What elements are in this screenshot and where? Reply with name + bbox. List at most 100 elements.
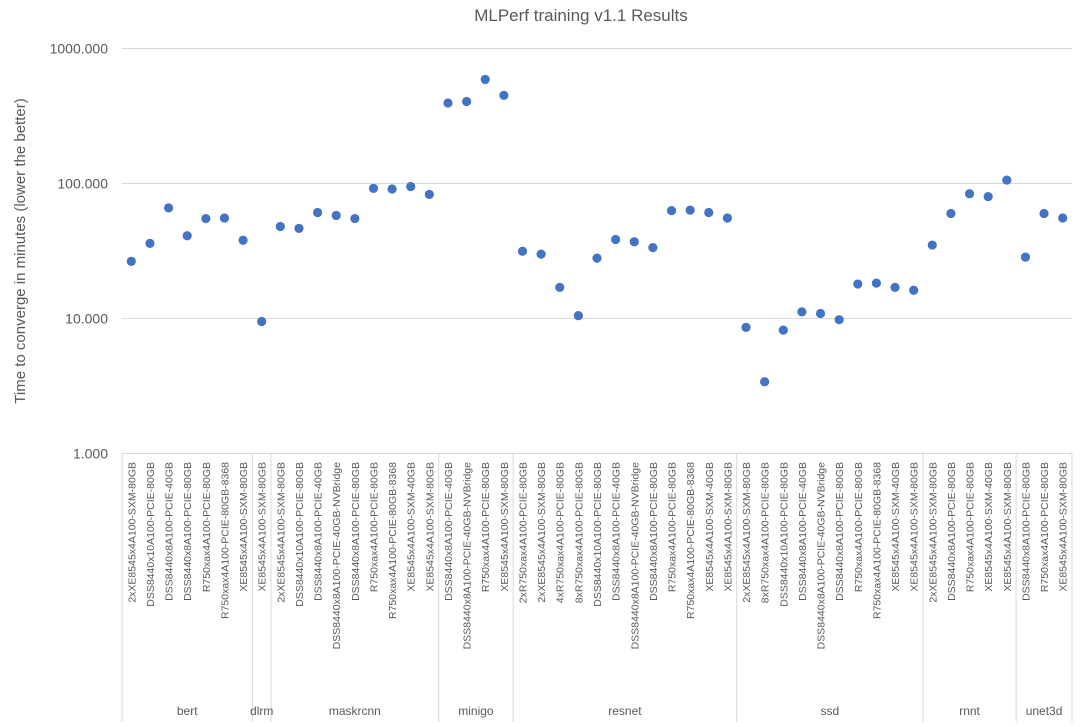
- x-tick-label: DSS8440x8A100-PCIE-40GB: [797, 462, 809, 601]
- x-tick-label: R750xax4A100-PCIE-80GB: [667, 462, 679, 592]
- x-tick-label: 2xXE8545x4A100-SXM-80GB: [741, 462, 753, 603]
- data-point: [368, 183, 379, 193]
- x-tick-label: R750xax4A100-PCIE-80GB: [480, 462, 492, 592]
- data-point: [424, 189, 434, 200]
- x-tick-label: DSS8440x10A100-PCIE-80GB: [145, 462, 157, 607]
- data-point: [443, 98, 453, 108]
- x-tick-label: DSS8440x10A100-PCIE-80GB: [592, 462, 604, 607]
- x-tick-label: R750xax4A100-PCIE-80GB-8368: [387, 462, 399, 619]
- data-point: [573, 311, 583, 321]
- data-point: [629, 237, 639, 247]
- data-point: [611, 234, 621, 245]
- x-tick-label: R750xax4A100-PCIE-80GB-8368: [685, 462, 697, 619]
- data-point: [1039, 208, 1049, 219]
- data-point: [778, 325, 788, 335]
- group-label-dlrm: dlrm: [250, 704, 273, 718]
- x-tick-label: DSS8440x8A100-PCIE-40GB: [164, 462, 176, 601]
- data-point: [312, 207, 323, 218]
- x-tick-label: 8xR750xax4A100-PCIE-80GB: [760, 462, 772, 603]
- x-tick-label: DSS8440x8A100-PCIE-40GB: [611, 462, 623, 601]
- x-tick-label: R750xax4A100-PCIE-80GB: [1039, 462, 1051, 592]
- x-tick-label: XE8545x4A100-SXM-40GB: [704, 462, 716, 592]
- x-tick-label: DSS8440x8A100-PCIE-80GB: [946, 462, 958, 601]
- y-tick-label: 100.000: [57, 176, 108, 192]
- x-tick-label: DSS8440x8A100-PCIE-40GB-NVBridge: [629, 462, 641, 650]
- data-point: [499, 90, 509, 100]
- x-tick-label: XE8545x4A100-SXM-80GB: [424, 462, 436, 592]
- x-tick-label: R750xax4A100-PCIE-80GB: [853, 462, 865, 592]
- group-label-minigo: minigo: [458, 704, 494, 718]
- x-tick-label: XE8545x4A100-SXM-80GB: [1058, 462, 1070, 592]
- data-point: [350, 213, 360, 224]
- y-axis-ticks: 1.000 10.000 100.000 1000.000: [50, 41, 109, 462]
- x-tick-label: DSS8440x8A100-PCIE-80GB: [834, 462, 846, 601]
- x-tick-label: XE8545x4A100-SXM-80GB: [499, 462, 511, 592]
- data-point: [406, 181, 416, 192]
- x-tick-label: DSS8440x10A100-PCIE-80GB: [294, 462, 306, 607]
- data-point: [685, 205, 695, 215]
- chart-title: MLPerf training v1.1 Results: [474, 6, 688, 25]
- x-tick-label: DSS8440x8A100-PCIE-40GB: [443, 462, 455, 601]
- data-point: [555, 282, 565, 292]
- data-point: [666, 205, 677, 216]
- x-tick-label: DSS8440x8A100-PCIE-80GB: [350, 462, 362, 601]
- x-tick-label: XE8545x4A100-SXM-40GB: [406, 462, 418, 592]
- x-tick-label: DSS8440x8A100-PCIE-80GB: [648, 462, 660, 601]
- x-tick-label: DSS8440x8A100-PCIE-40GB-NVBridge: [816, 462, 828, 650]
- x-tick-label: XE8545x4A100-SXM-80GB: [238, 462, 250, 592]
- x-tick-label: 8xR750xax4A100-PCIE-80GB: [573, 462, 585, 603]
- x-tick-label: 2xR750xax4A100-PCIE-80GB: [517, 462, 529, 603]
- x-tick-label: DSS8440x8A100-PCIE-80GB: [1020, 462, 1032, 601]
- x-tick-label: R750xax4A100-PCIE-80GB: [965, 462, 977, 592]
- x-tick-label: R750xax4A100-PCIE-80GB-8368: [871, 462, 883, 619]
- data-point: [462, 96, 472, 107]
- data-point: [648, 243, 658, 253]
- x-tick-label: R750xax4A100-PCIE-80GB-8368: [219, 462, 231, 619]
- x-tick-label: 2xXE8545x4A100-SXM-80GB: [536, 462, 548, 603]
- y-tick-label: 1000.000: [50, 41, 109, 57]
- data-point: [871, 278, 882, 288]
- data-point: [964, 189, 975, 199]
- data-point: [517, 246, 528, 256]
- x-tick-label: 2xXE8545x4A100-SXM-80GB: [126, 462, 138, 603]
- data-point: [741, 322, 751, 332]
- x-tick-label: XE8545x4A100-SXM-80GB: [909, 462, 921, 592]
- group-label-maskrcnn: maskrcnn: [329, 704, 381, 718]
- data-point: [536, 249, 546, 259]
- x-tick-label: DSS8440x8A100-PCIE-40GB-NVBridge: [331, 462, 343, 650]
- x-tick-label: XE8545x4A100-SXM-80GB: [257, 462, 269, 592]
- group-label-resnet: resnet: [608, 704, 642, 718]
- group-label-ssd: ssd: [820, 704, 839, 718]
- data-points: [126, 74, 1068, 387]
- data-point: [1058, 213, 1068, 223]
- y-axis-label: Time to converge in minutes (lower the b…: [12, 98, 29, 403]
- x-tick-label: DSS8440x8A100-PCIE-80GB: [182, 462, 194, 601]
- data-point: [126, 256, 136, 266]
- group-label-bert: bert: [177, 704, 198, 718]
- x-tick-label: DSS8440x10A100-PCIE-80GB: [778, 462, 790, 607]
- data-point: [275, 221, 285, 232]
- group-label-unet3d: unet3d: [1026, 704, 1063, 718]
- data-point: [201, 213, 211, 224]
- data-point: [163, 203, 174, 213]
- data-point: [722, 213, 732, 223]
- data-point: [219, 213, 230, 223]
- data-point: [946, 208, 956, 219]
- data-point: [983, 191, 993, 202]
- y-tick-label: 10.000: [65, 311, 108, 327]
- data-point: [182, 231, 192, 241]
- data-point: [815, 308, 826, 319]
- data-point: [853, 279, 863, 289]
- data-point: [760, 377, 770, 387]
- data-point: [592, 253, 602, 263]
- x-tick-label: 2xXE8545x4A100-SXM-80GB: [927, 462, 939, 603]
- group-label-rnnt: rnnt: [959, 704, 980, 718]
- x-tick-label: R750xax4A100-PCIE-80GB: [368, 462, 380, 592]
- data-point: [1020, 252, 1031, 262]
- x-tick-label: 2xXE8545x4A100-SXM-80GB: [275, 462, 287, 603]
- data-point: [145, 238, 155, 248]
- data-point: [331, 210, 341, 221]
- data-point: [294, 223, 304, 233]
- data-point: [387, 184, 397, 194]
